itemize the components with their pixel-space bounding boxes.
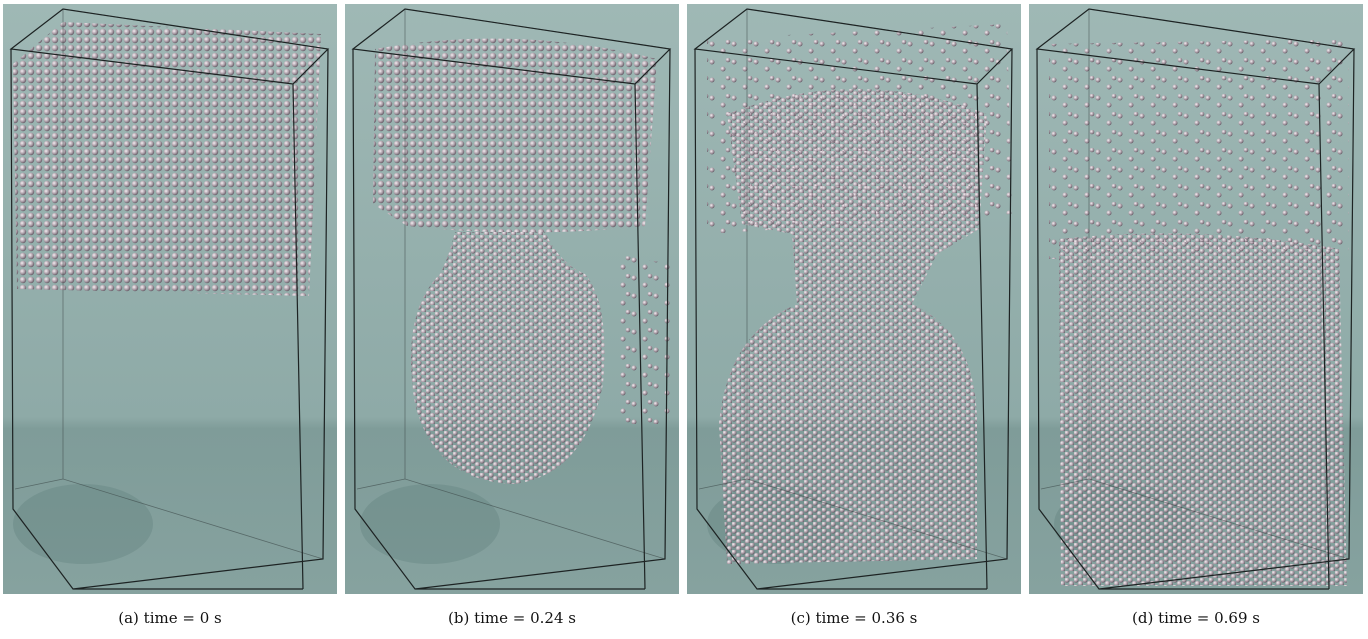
figure: (a) time = 0 s (b) time = 0.24 s (c) time … — [0, 0, 1368, 639]
particles — [1049, 39, 1349, 259]
render-frame — [345, 4, 679, 594]
shadow — [360, 484, 500, 564]
render-frame — [687, 4, 1021, 594]
caption: (a) time = 0 s — [3, 606, 337, 630]
render-frame — [3, 4, 337, 594]
caption: (c) time = 0.36 s — [687, 606, 1021, 630]
caption: (b) time = 0.24 s — [345, 606, 679, 630]
render-frame — [1029, 4, 1363, 594]
particles — [13, 22, 321, 296]
particles — [373, 39, 657, 233]
caption: (d) time = 0.69 s — [1029, 606, 1363, 630]
particles — [615, 254, 670, 424]
particles — [1059, 233, 1347, 586]
shadow — [13, 484, 153, 564]
